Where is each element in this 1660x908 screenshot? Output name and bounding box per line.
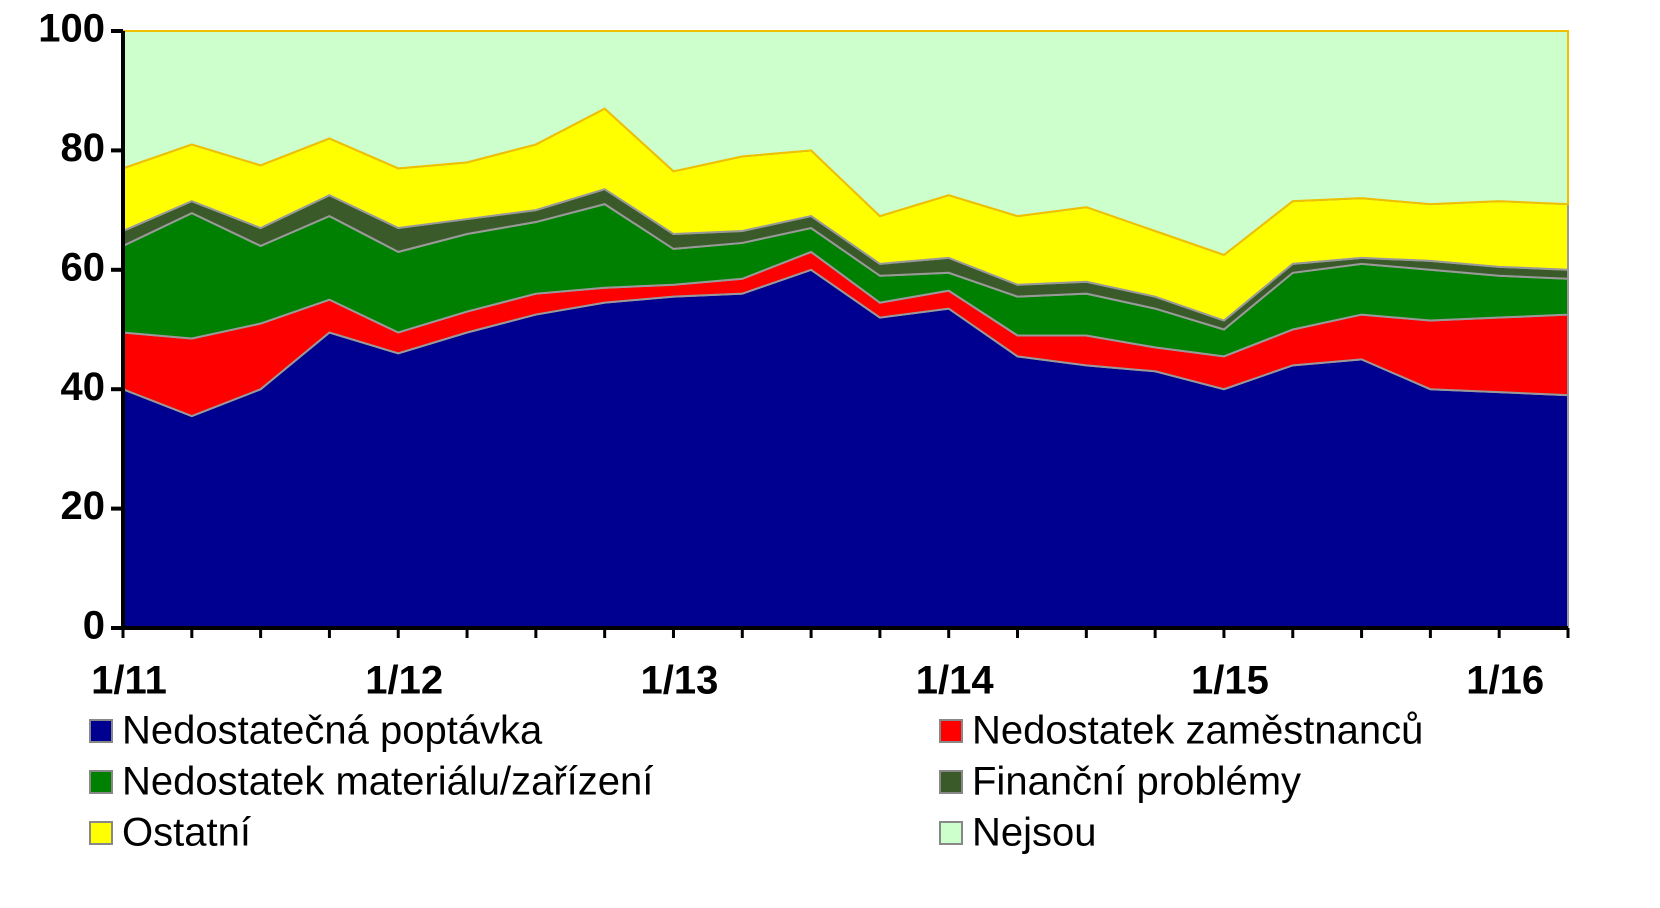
legend-swatch <box>89 770 113 794</box>
y-tick-label: 80 <box>61 126 106 170</box>
x-tick-label: 1/14 <box>916 659 995 703</box>
legend-swatch <box>89 719 113 743</box>
y-tick-label: 0 <box>83 604 105 648</box>
legend-label: Nedostatek zaměstnanců <box>972 709 1423 753</box>
x-tick-label: 1/15 <box>1191 659 1269 703</box>
x-tick-label: 1/16 <box>1466 659 1544 703</box>
legend-label: Nedostatečná poptávka <box>122 709 543 753</box>
x-tick-label: 1/13 <box>641 659 719 703</box>
legend-label: Finanční problémy <box>972 760 1301 804</box>
y-tick-label: 40 <box>61 365 106 409</box>
legend-label: Ostatní <box>122 811 251 855</box>
legend-swatch <box>89 821 113 845</box>
x-tick-label: 1/11 <box>91 659 167 703</box>
legend-swatch <box>939 821 963 845</box>
legend-swatch <box>939 770 963 794</box>
legend-swatch <box>939 719 963 743</box>
legend-label: Nejsou <box>972 811 1097 855</box>
y-tick-label: 20 <box>61 484 106 528</box>
y-tick-label: 100 <box>38 7 105 51</box>
y-tick-label: 60 <box>61 245 106 289</box>
area <box>122 30 1569 256</box>
x-tick-label: 1/12 <box>365 659 443 703</box>
legend-label: Nedostatek materiálu/zařízení <box>122 760 653 804</box>
